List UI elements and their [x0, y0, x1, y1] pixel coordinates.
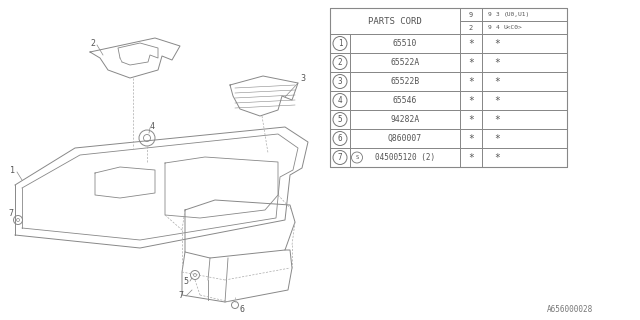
Text: *: *: [468, 76, 474, 86]
Bar: [330, 148, 350, 167]
Text: *: *: [468, 133, 474, 143]
Text: *: *: [494, 76, 500, 86]
Text: 94282A: 94282A: [390, 115, 420, 124]
Text: 3: 3: [338, 77, 342, 86]
Bar: [350, 53, 460, 72]
Text: U<C0>: U<C0>: [504, 25, 523, 30]
Text: *: *: [494, 38, 500, 49]
Text: *: *: [494, 95, 500, 106]
Bar: [460, 148, 482, 167]
Bar: [350, 148, 460, 167]
Text: 2: 2: [338, 58, 342, 67]
Bar: [482, 34, 567, 53]
Text: Q860007: Q860007: [388, 134, 422, 143]
Text: (U0,U1): (U0,U1): [504, 12, 531, 17]
Text: *: *: [468, 153, 474, 163]
Text: *: *: [468, 38, 474, 49]
Text: A656000028: A656000028: [547, 306, 593, 315]
Bar: [350, 34, 460, 53]
Text: 7: 7: [8, 209, 13, 218]
Bar: [330, 53, 350, 72]
Bar: [330, 8, 567, 167]
Text: *: *: [468, 95, 474, 106]
Text: 1: 1: [10, 165, 15, 174]
Text: 4: 4: [338, 96, 342, 105]
Text: 5: 5: [183, 277, 188, 286]
Bar: [460, 8, 482, 21]
Bar: [460, 110, 482, 129]
Bar: [482, 8, 567, 21]
Text: 6: 6: [240, 306, 245, 315]
Bar: [350, 91, 460, 110]
Text: 3: 3: [300, 74, 305, 83]
Text: 9: 9: [488, 12, 492, 17]
Text: 2: 2: [469, 25, 473, 30]
Text: *: *: [494, 133, 500, 143]
Bar: [460, 129, 482, 148]
Text: PARTS CORD: PARTS CORD: [368, 17, 422, 26]
Text: 4: 4: [150, 122, 155, 131]
Bar: [330, 8, 460, 34]
Bar: [330, 129, 350, 148]
Bar: [350, 110, 460, 129]
Text: 3: 3: [496, 12, 500, 17]
Text: 6: 6: [338, 134, 342, 143]
Text: S: S: [355, 155, 358, 160]
Text: 5: 5: [338, 115, 342, 124]
Bar: [482, 129, 567, 148]
Text: *: *: [494, 58, 500, 68]
Text: 4: 4: [496, 25, 500, 30]
Text: *: *: [468, 115, 474, 124]
Bar: [482, 148, 567, 167]
Text: 65510: 65510: [393, 39, 417, 48]
Text: 7: 7: [178, 291, 183, 300]
Bar: [482, 72, 567, 91]
Bar: [460, 34, 482, 53]
Bar: [460, 53, 482, 72]
Bar: [482, 91, 567, 110]
Text: 65546: 65546: [393, 96, 417, 105]
Text: 045005120 (2): 045005120 (2): [375, 153, 435, 162]
Bar: [330, 91, 350, 110]
Bar: [330, 72, 350, 91]
Bar: [350, 72, 460, 91]
Bar: [482, 21, 567, 34]
Bar: [330, 110, 350, 129]
Text: 2: 2: [90, 38, 95, 47]
Bar: [350, 129, 460, 148]
Bar: [482, 110, 567, 129]
Bar: [482, 53, 567, 72]
Bar: [330, 34, 350, 53]
Text: 9: 9: [469, 12, 473, 18]
Text: 65522B: 65522B: [390, 77, 420, 86]
Bar: [460, 21, 482, 34]
Text: *: *: [494, 153, 500, 163]
Text: 9: 9: [488, 25, 492, 30]
Text: *: *: [468, 58, 474, 68]
Text: 7: 7: [338, 153, 342, 162]
Bar: [460, 72, 482, 91]
Text: 1: 1: [338, 39, 342, 48]
Text: *: *: [494, 115, 500, 124]
Bar: [460, 91, 482, 110]
Text: 65522A: 65522A: [390, 58, 420, 67]
